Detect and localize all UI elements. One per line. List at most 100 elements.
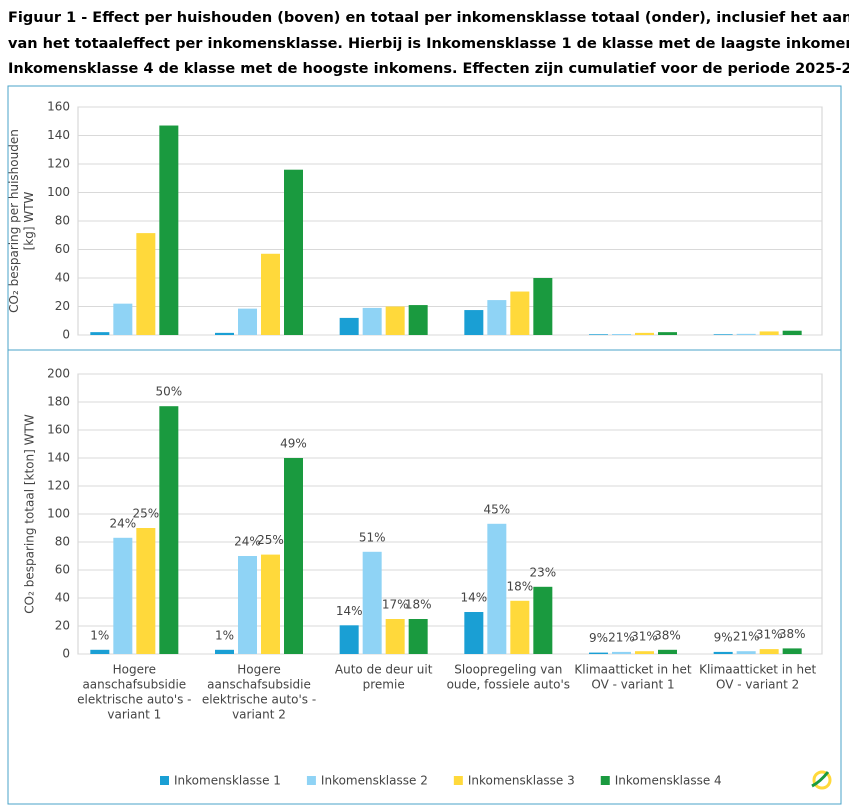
caption: van het totaaleffect per inkomensklasse.… xyxy=(8,36,849,52)
bar xyxy=(261,253,280,335)
data-label: 25% xyxy=(257,533,284,547)
data-label: 14% xyxy=(460,591,487,605)
y-tick-label: 40 xyxy=(55,271,70,285)
data-label: 49% xyxy=(280,437,307,451)
bar xyxy=(612,651,631,654)
y-tick-label: 20 xyxy=(55,619,70,633)
y-axis-label: CO₂ besparing per huishouden xyxy=(7,129,21,313)
data-label: 31% xyxy=(631,630,658,644)
y-axis-label: [kg] WTW xyxy=(22,191,36,250)
legend-swatch xyxy=(160,776,169,785)
legend-label: Inkomensklasse 3 xyxy=(468,774,575,788)
bar xyxy=(238,308,257,335)
data-label: 18% xyxy=(405,598,432,612)
y-tick-label: 160 xyxy=(47,423,70,437)
data-label: 17% xyxy=(382,598,409,612)
bar xyxy=(635,332,654,335)
bar xyxy=(408,619,428,654)
data-label: 9% xyxy=(714,630,733,644)
bar xyxy=(510,291,530,335)
bar xyxy=(113,537,133,654)
bar xyxy=(736,651,756,654)
legend-swatch xyxy=(453,776,463,785)
bar xyxy=(339,625,359,654)
bar xyxy=(113,303,133,335)
x-tick-label: Auto de deur uit xyxy=(335,663,433,677)
bar xyxy=(658,649,677,654)
y-tick-label: 60 xyxy=(55,563,70,577)
y-tick-label: 60 xyxy=(55,242,70,256)
bar xyxy=(339,317,359,335)
bar xyxy=(362,307,382,335)
data-label: 38% xyxy=(654,628,681,642)
data-label: 24% xyxy=(109,516,136,530)
x-tick-label: elektrische auto's - xyxy=(202,693,316,707)
bar xyxy=(238,556,257,654)
x-tick-label: premie xyxy=(363,678,405,692)
data-label: 14% xyxy=(336,604,363,618)
bar xyxy=(759,649,779,654)
y-tick-label: 0 xyxy=(62,328,70,342)
x-tick-label: variant 2 xyxy=(232,708,286,722)
y-tick-label: 180 xyxy=(47,395,70,409)
bar xyxy=(713,651,733,654)
legend-swatch xyxy=(600,776,610,785)
bar xyxy=(533,586,553,654)
bar xyxy=(136,233,156,335)
bar xyxy=(589,652,608,654)
x-tick-label: Hogere xyxy=(237,663,280,677)
x-tick-label: elektrische auto's - xyxy=(77,693,191,707)
data-label: 1% xyxy=(215,628,234,642)
y-tick-label: 0 xyxy=(62,647,70,661)
x-tick-label: Sloopregeling van xyxy=(454,663,562,677)
bar xyxy=(487,300,507,335)
data-label: 23% xyxy=(529,565,556,579)
bar xyxy=(533,278,553,335)
x-tick-label: oude, fossiele auto's xyxy=(447,678,570,692)
x-tick-label: Klimaatticket in het xyxy=(574,663,691,677)
y-axis-label: CO₂ besparing totaal [kton] WTW xyxy=(23,414,37,614)
bar xyxy=(284,458,303,654)
bar xyxy=(510,600,530,654)
data-label: 38% xyxy=(779,627,806,641)
x-tick-label: Klimaatticket in het xyxy=(699,663,816,677)
bar xyxy=(782,648,802,654)
bar xyxy=(487,523,507,654)
x-tick-label: variant 1 xyxy=(107,708,161,722)
x-tick-label: Hogere xyxy=(113,663,156,677)
bar xyxy=(736,333,756,335)
caption: Figuur 1 - Effect per huishouden (boven)… xyxy=(8,10,849,26)
x-tick-label: aanschafsubsidie xyxy=(82,678,186,692)
data-label: 24% xyxy=(234,535,261,549)
bar xyxy=(385,306,405,335)
y-tick-label: 140 xyxy=(47,451,70,465)
data-label: 21% xyxy=(733,630,760,644)
y-tick-label: 100 xyxy=(47,507,70,521)
bar xyxy=(159,406,179,654)
bar xyxy=(90,649,110,654)
data-label: 31% xyxy=(756,628,783,642)
y-tick-label: 20 xyxy=(55,299,70,313)
x-tick-label: aanschafsubsidie xyxy=(207,678,311,692)
y-tick-label: 200 xyxy=(47,367,70,381)
bar xyxy=(635,651,654,654)
bar xyxy=(136,528,156,654)
bar xyxy=(284,169,303,335)
data-label: 9% xyxy=(589,631,608,645)
data-label: 21% xyxy=(608,630,635,644)
bar xyxy=(464,612,484,654)
caption: Inkomensklasse 4 de klasse met de hoogst… xyxy=(8,61,849,77)
bar xyxy=(362,551,382,654)
bar xyxy=(759,331,779,335)
data-label: 1% xyxy=(90,628,109,642)
data-label: 25% xyxy=(132,507,159,521)
logo xyxy=(811,770,832,790)
bar xyxy=(90,332,110,335)
data-label: 50% xyxy=(155,385,182,399)
bar xyxy=(464,310,484,335)
y-tick-label: 120 xyxy=(47,157,70,171)
legend-label: Inkomensklasse 4 xyxy=(615,774,722,788)
data-label: 45% xyxy=(483,502,510,516)
bar xyxy=(612,334,631,335)
